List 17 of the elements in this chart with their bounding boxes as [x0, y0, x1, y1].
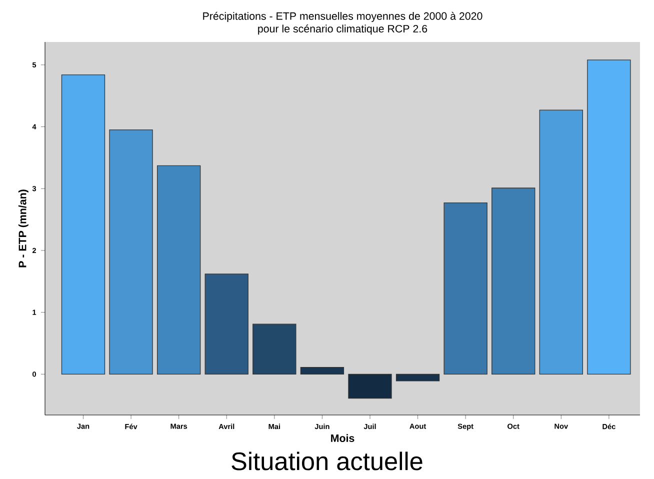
y-axis-title: P - ETP (mn/an)	[18, 190, 28, 268]
bar	[252, 324, 296, 375]
bar	[539, 110, 583, 375]
bar	[204, 274, 248, 375]
bar	[300, 367, 344, 375]
chart-subtitle: pour le scénario climatique RCP 2.6	[258, 24, 428, 35]
bar	[587, 60, 631, 375]
text: Situation actuelle	[232, 452, 422, 470]
bar	[396, 374, 440, 382]
bar	[109, 130, 153, 375]
bar	[348, 374, 392, 399]
bar	[444, 202, 488, 375]
x-axis-title: Mois	[331, 434, 354, 442]
bar	[156, 165, 201, 375]
bar	[492, 188, 536, 375]
chart-title: Précipitations - ETP mensuelles moyennes de 2000 à 2020	[203, 12, 482, 22]
bar	[61, 74, 106, 375]
